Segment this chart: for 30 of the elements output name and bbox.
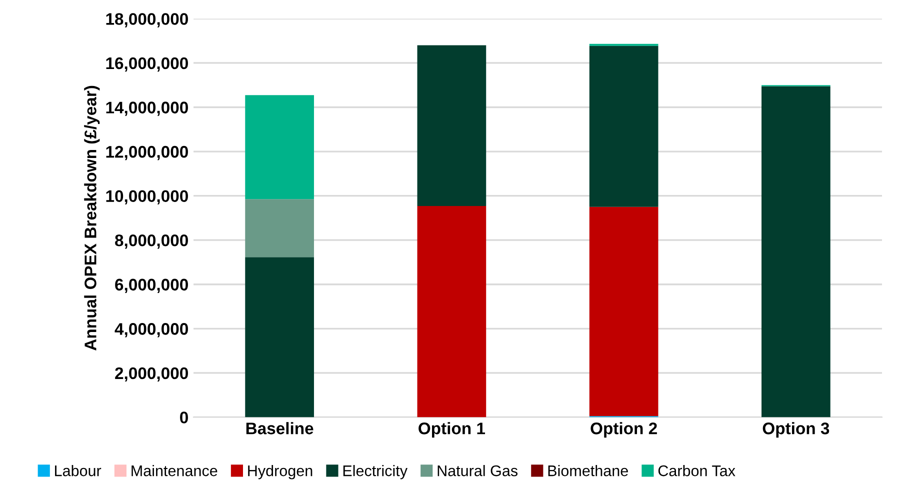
- x-tick-label: Option 1: [418, 422, 486, 438]
- y-tick-label: 12,000,000: [106, 146, 188, 160]
- legend-label: Hydrogen: [248, 464, 312, 480]
- y-tick-label: 8,000,000: [115, 234, 188, 249]
- bar: [589, 46, 658, 207]
- x-tick-label: Baseline: [246, 422, 314, 434]
- bar: [762, 86, 830, 418]
- y-tick-label: 14,000,000: [106, 102, 188, 116]
- bar: [245, 257, 314, 418]
- y-tick-label: 18,000,000: [106, 13, 188, 28]
- y-tick-label: 6,000,000: [115, 278, 188, 293]
- y-tick-label: 4,000,000: [114, 323, 188, 338]
- bar: [245, 95, 314, 200]
- legend-label: Maintenance: [132, 464, 218, 476]
- bar: [589, 206, 658, 416]
- legend-label: Electricity: [343, 464, 408, 480]
- x-tick-label: Option 2: [590, 422, 657, 438]
- legend-label: Carbon Tax: [658, 464, 736, 476]
- y-tick-label: 2,000,000: [115, 367, 188, 382]
- bar: [245, 199, 314, 258]
- y-axis-title: Annual OPEX Breakdown (£/year): [84, 86, 100, 350]
- y-tick-label: 10,000,000: [106, 190, 188, 204]
- legend-label: Biomethane: [548, 464, 628, 476]
- legend-label: Natural Gas: [438, 464, 518, 476]
- y-tick-label: 0: [180, 412, 188, 424]
- bar: [417, 206, 486, 418]
- x-tick-label: Option 3: [762, 422, 830, 438]
- y-tick-label: 16,000,000: [106, 57, 188, 72]
- legend-label: Labour: [55, 464, 102, 476]
- bar: [417, 45, 486, 206]
